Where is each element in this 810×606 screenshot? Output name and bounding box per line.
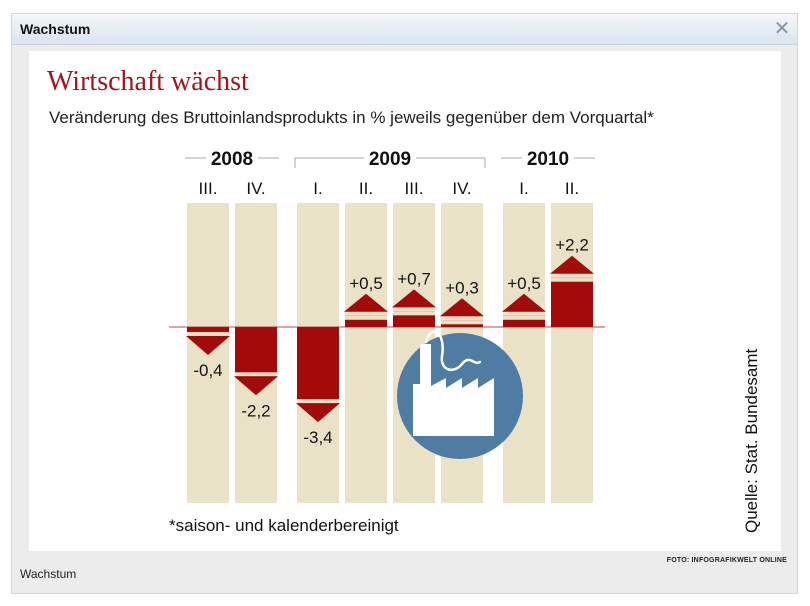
quarter-label: II. xyxy=(359,179,373,198)
close-icon[interactable]: ✕ xyxy=(773,18,791,40)
factory-icon xyxy=(397,330,523,459)
title-bar: Wachstum ✕ xyxy=(12,14,797,45)
quarter-label: I. xyxy=(313,179,322,198)
bar-gap xyxy=(551,277,593,282)
data-label: +2,2 xyxy=(555,236,589,255)
quarter-label: I. xyxy=(519,179,528,198)
photo-credit: FOTO: INFOGRAFIKWELT ONLINE xyxy=(666,557,787,564)
bar-gap xyxy=(235,372,277,377)
bar-arrow-up xyxy=(502,293,546,312)
data-label: -2,2 xyxy=(241,401,270,420)
chart-title: Wirtschaft wächst xyxy=(47,66,249,97)
bar-arrow-up xyxy=(344,293,388,312)
chart-subtitle: Veränderung des Bruttoinlandsprodukts in… xyxy=(49,108,654,127)
smoke-line xyxy=(424,330,482,372)
quarter-label: III. xyxy=(405,179,424,198)
chart-source: Quelle: Stat. Bundesamt xyxy=(742,348,761,533)
bar-arrow-up xyxy=(440,298,484,317)
chart: Wirtschaft wächst Veränderung des Brutto… xyxy=(47,66,761,535)
bar-arrow-down xyxy=(186,335,230,355)
quarter-label: IV. xyxy=(452,179,471,198)
bar xyxy=(187,327,229,336)
bar-gap xyxy=(393,311,435,316)
data-label: -3,4 xyxy=(303,428,332,447)
bar xyxy=(551,277,593,327)
data-label: -0,4 xyxy=(193,361,222,380)
data-label: +0,5 xyxy=(349,274,383,293)
data-label: +0,7 xyxy=(397,269,431,288)
bar xyxy=(235,327,277,377)
bar xyxy=(345,315,387,327)
quarter-label: IV. xyxy=(246,179,265,198)
window-caption: Wachstum xyxy=(20,567,77,581)
year-label: 2010 xyxy=(527,149,569,170)
factory-building xyxy=(413,344,494,436)
data-label: +0,5 xyxy=(507,274,541,293)
chart-panel: Wirtschaft wächst Veränderung des Brutto… xyxy=(29,51,781,551)
bar-arrow-down xyxy=(234,376,278,396)
quarter-label: III. xyxy=(199,179,218,198)
year-label: 2008 xyxy=(211,149,253,170)
data-label: +0,3 xyxy=(445,278,479,297)
chart-footnote: *saison- und kalenderbereinigt xyxy=(169,516,399,535)
bar-arrow-up xyxy=(550,255,594,274)
bar-arrow-up xyxy=(392,289,436,308)
bar-gap xyxy=(441,320,483,325)
bar-gap xyxy=(503,315,545,320)
column-background xyxy=(503,203,545,503)
bar xyxy=(297,327,339,404)
bar-gap xyxy=(187,331,229,336)
column-background xyxy=(345,203,387,503)
window-title: Wachstum xyxy=(20,21,91,37)
bar-gap xyxy=(345,315,387,320)
bar-arrow-down xyxy=(296,403,340,423)
column-background xyxy=(551,203,593,503)
bar-gap xyxy=(297,399,339,404)
year-label: 2009 xyxy=(369,149,411,170)
quarter-label: II. xyxy=(565,179,579,198)
bar xyxy=(503,315,545,327)
window: Wachstum ✕ Wirtschaft wächst Veränderung… xyxy=(11,13,798,594)
